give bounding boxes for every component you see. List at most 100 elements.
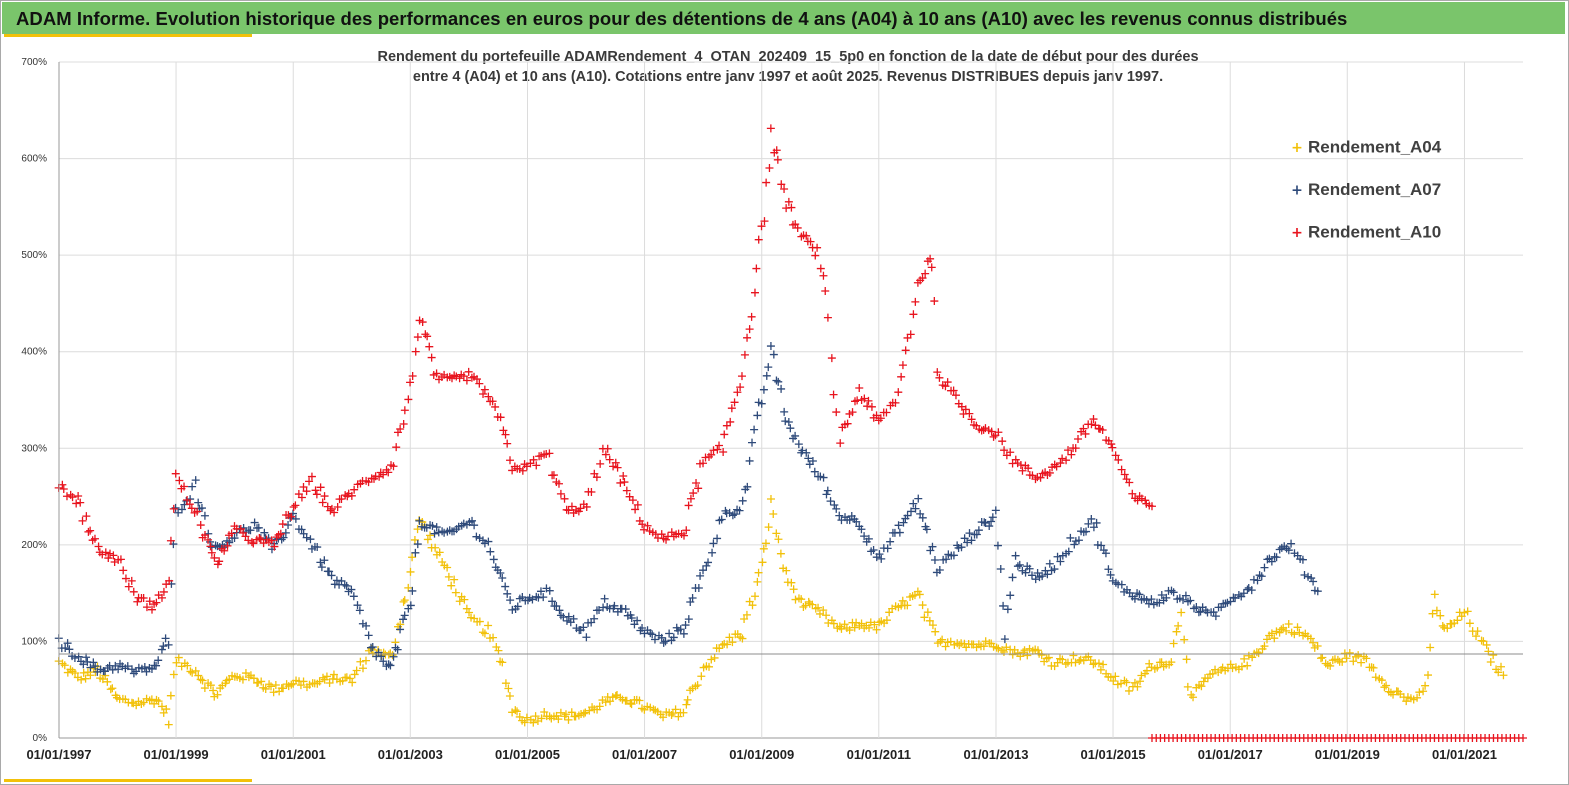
marker-rendement-a07 <box>845 516 854 525</box>
marker-rendement-a10 <box>72 499 81 508</box>
marker-rendement-a10 <box>554 479 563 488</box>
marker-rendement-a04 <box>1174 621 1183 630</box>
marker-rendement-a10 <box>116 555 125 564</box>
marker-rendement-a10 <box>1098 425 1107 434</box>
marker-rendement-a07 <box>1070 540 1079 549</box>
marker-rendement-a07 <box>161 634 170 643</box>
marker-rendement-a04 <box>154 697 163 706</box>
marker-rendement-a04 <box>1142 666 1151 675</box>
marker-rendement-a04 <box>484 621 493 630</box>
marker-rendement-a10 <box>737 372 746 381</box>
marker-rendement-a04 <box>451 588 460 597</box>
marker-rendement-a07 <box>684 615 693 624</box>
marker-rendement-a04 <box>1357 658 1366 667</box>
marker-rendement-a07 <box>965 529 974 538</box>
marker-rendement-a04 <box>915 590 924 599</box>
marker-rendement-a07 <box>320 556 329 565</box>
marker-rendement-a07 <box>1157 590 1166 599</box>
y-tick-label: 0% <box>33 733 48 744</box>
marker-rendement-a10 <box>119 566 128 575</box>
marker-rendement-a10 <box>727 404 736 413</box>
marker-rendement-a04 <box>106 685 115 694</box>
marker-rendement-a10 <box>1125 478 1134 487</box>
marker-rendement-a04 <box>494 646 503 655</box>
marker-rendement-a07 <box>1008 573 1017 582</box>
marker-rendement-a04 <box>1122 678 1131 687</box>
x-tick-label: 01/01/2013 <box>963 747 1028 762</box>
marker-rendement-a07 <box>709 539 718 548</box>
marker-rendement-a04 <box>529 718 538 727</box>
marker-rendement-a04 <box>725 633 734 642</box>
marker-rendement-a10 <box>867 402 876 411</box>
marker-rendement-a10 <box>680 531 689 540</box>
marker-rendement-a10 <box>994 428 1003 437</box>
marker-rendement-a10 <box>1050 460 1059 469</box>
marker-rendement-a10 <box>622 486 631 495</box>
marker-rendement-a04 <box>1019 648 1028 657</box>
marker-rendement-a10 <box>1058 454 1067 463</box>
marker-rendement-a07 <box>769 350 778 359</box>
marker-rendement-a10 <box>860 394 869 403</box>
marker-rendement-a07 <box>1130 594 1139 603</box>
legend-label: Rendement_A10 <box>1308 223 1441 242</box>
marker-rendement-a04 <box>611 691 620 700</box>
marker-rendement-a04 <box>872 625 881 634</box>
marker-rendement-a04 <box>772 529 781 538</box>
marker-rendement-a04 <box>761 539 770 548</box>
marker-rendement-a07 <box>875 550 884 559</box>
marker-rendement-a04 <box>774 535 783 544</box>
marker-rendement-a04 <box>1338 657 1347 666</box>
marker-rendement-a04 <box>769 510 778 519</box>
marker-rendement-a07 <box>355 606 364 615</box>
marker-rendement-a04 <box>81 674 90 683</box>
marker-rendement-a10 <box>411 347 420 356</box>
marker-rendement-a10 <box>848 408 857 417</box>
marker-rendement-a10 <box>628 496 637 505</box>
marker-rendement-a07 <box>757 399 766 408</box>
marker-rendement-a07 <box>157 645 166 654</box>
marker-rendement-a10 <box>311 486 320 495</box>
marker-rendement-a10 <box>389 462 398 471</box>
marker-rendement-a07 <box>918 513 927 522</box>
marker-rendement-a04 <box>1499 671 1508 680</box>
marker-rendement-a04 <box>682 700 691 709</box>
marker-rendement-a04 <box>241 669 250 678</box>
marker-rendement-a04 <box>920 613 929 622</box>
marker-rendement-a04 <box>1020 646 1029 655</box>
marker-rendement-a04 <box>1473 627 1482 636</box>
marker-rendement-a07 <box>987 517 996 526</box>
marker-rendement-a07 <box>860 532 869 541</box>
marker-rendement-a10 <box>684 501 693 510</box>
marker-rendement-a10 <box>726 417 735 426</box>
marker-rendement-a04 <box>1326 661 1335 670</box>
marker-rendement-a04 <box>450 575 459 584</box>
marker-rendement-a07 <box>250 518 259 527</box>
marker-rendement-a10 <box>935 373 944 382</box>
y-tick-label: 200% <box>21 540 47 551</box>
x-tick-label: 01/01/1997 <box>26 747 91 762</box>
marker-rendement-a04 <box>1061 660 1070 669</box>
marker-rendement-a04 <box>1443 624 1452 633</box>
marker-rendement-a07 <box>152 661 161 670</box>
x-tick-label: 01/01/2015 <box>1080 747 1145 762</box>
marker-rendement-a04 <box>183 661 192 670</box>
marker-rendement-a07 <box>1021 568 1030 577</box>
marker-rendement-a07 <box>1013 562 1022 571</box>
marker-rendement-a07 <box>1043 570 1052 579</box>
marker-rendement-a07 <box>1307 574 1316 583</box>
legend-marker: + <box>1291 225 1303 241</box>
marker-rendement-a10 <box>94 542 103 551</box>
marker-rendement-a04 <box>679 708 688 717</box>
marker-rendement-a07 <box>408 586 417 595</box>
marker-rendement-a07 <box>832 504 841 513</box>
marker-rendement-a07 <box>743 482 752 491</box>
x-tick-label: 01/01/2005 <box>495 747 560 762</box>
marker-rendement-a04 <box>1349 657 1358 666</box>
marker-rendement-a10 <box>806 237 815 246</box>
marker-rendement-a10 <box>464 367 473 376</box>
marker-rendement-a04 <box>728 638 737 647</box>
marker-rendement-a04 <box>1306 634 1315 643</box>
marker-rendement-a10 <box>603 444 612 453</box>
marker-rendement-a07 <box>399 615 408 624</box>
marker-rendement-a07 <box>379 657 388 666</box>
